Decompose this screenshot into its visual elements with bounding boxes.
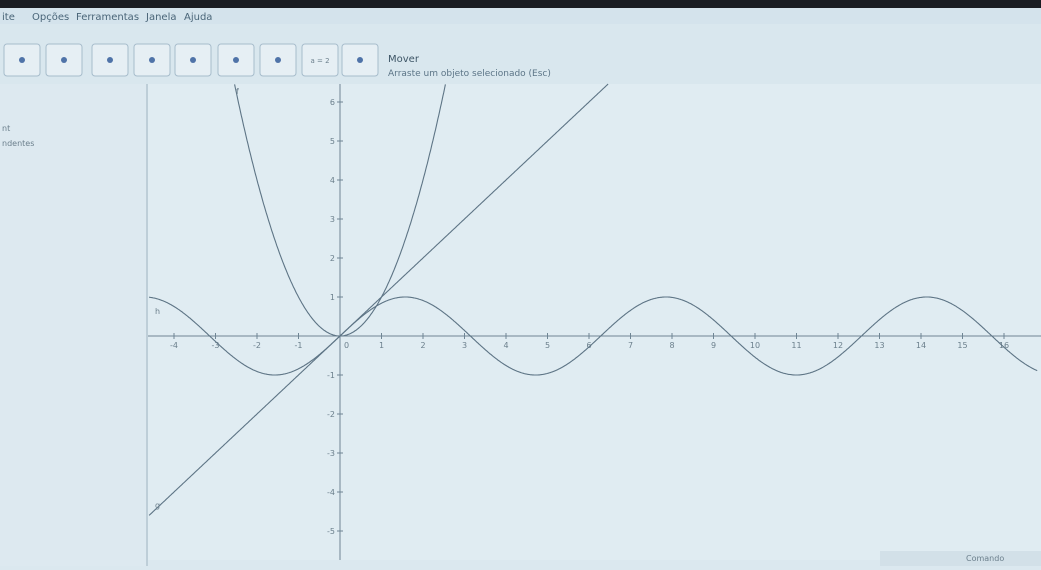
x-tick-label: 12: [833, 341, 843, 350]
tool-name: Mover: [388, 54, 420, 65]
algebra-item: nt: [2, 124, 10, 133]
x-tick-label: 10: [750, 341, 760, 350]
tool-icon: [190, 57, 196, 63]
x-tick-label: -1: [295, 341, 303, 350]
screen: ite Opções Ferramentas Janela Ajuda a = 2 Mo…: [0, 0, 1041, 566]
tool-icon: [233, 57, 239, 63]
curve-label: h: [155, 307, 160, 316]
x-tick-label: 3: [462, 341, 467, 350]
origin-label: 0: [344, 341, 349, 350]
x-tick-label: -4: [170, 341, 178, 350]
x-tick-label: 4: [503, 341, 508, 350]
y-tick-label: -3: [327, 449, 335, 458]
x-tick-label: 14: [916, 341, 926, 350]
x-tick-label: 1: [379, 341, 384, 350]
tool-icon: [107, 57, 113, 63]
y-tick-label: 3: [330, 215, 335, 224]
x-tick-label: -3: [212, 341, 220, 350]
x-tick-label: 11: [791, 341, 801, 350]
y-tick-label: -2: [327, 410, 335, 419]
x-tick-label: 16: [999, 341, 1009, 350]
x-tick-label: 15: [957, 341, 967, 350]
algebra-item: ndentes: [2, 139, 34, 148]
tool-icon: [19, 57, 25, 63]
x-tick-label: 9: [711, 341, 716, 350]
y-tick-label: 2: [330, 254, 335, 263]
input-bar: [880, 551, 1041, 566]
y-tick-label: -5: [327, 527, 335, 536]
y-tick-label: -4: [327, 488, 335, 497]
curve-label: f: [236, 87, 239, 96]
x-tick-label: 5: [545, 341, 550, 350]
tool-icon: [275, 57, 281, 63]
tool-icon: [357, 57, 363, 63]
menu-item: Ferramentas: [76, 12, 139, 23]
y-tick-label: 1: [330, 293, 335, 302]
menu-item: Opções: [32, 12, 69, 23]
menu-item: Janela: [145, 12, 176, 23]
curve-label: g: [155, 501, 160, 510]
graphics-view: [148, 84, 1041, 560]
x-tick-label: 13: [874, 341, 884, 350]
algebra-view: [0, 84, 147, 566]
y-tick-label: -1: [327, 371, 335, 380]
slider-label: a = 2: [310, 57, 329, 65]
tool-icon: [61, 57, 67, 63]
y-tick-label: 6: [330, 98, 335, 107]
input-label: Comando: [966, 554, 1004, 563]
x-tick-label: 8: [669, 341, 674, 350]
y-tick-label: 4: [330, 176, 335, 185]
menu-item: Ajuda: [184, 12, 212, 23]
x-tick-label: 2: [420, 341, 425, 350]
tool-hint: Arraste um objeto selecionado (Esc): [388, 69, 551, 79]
menu-item: ite: [2, 12, 15, 23]
y-tick-label: 5: [330, 137, 335, 146]
tool-icon: [149, 57, 155, 63]
x-tick-label: 7: [628, 341, 633, 350]
top-bar: [0, 0, 1041, 8]
x-tick-label: -2: [253, 341, 261, 350]
page: ite Opções Ferramentas Janela Ajuda a = 2 Mo…: [0, 0, 1041, 566]
